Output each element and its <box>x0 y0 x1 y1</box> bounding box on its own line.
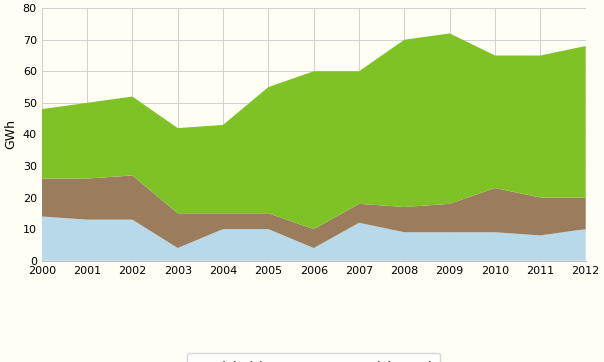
Legend: Elektrisitet, Petroleumsprodukter, Biobrensel: Elektrisitet, Petroleumsprodukter, Biobr… <box>187 353 440 362</box>
Y-axis label: GWh: GWh <box>4 119 17 150</box>
